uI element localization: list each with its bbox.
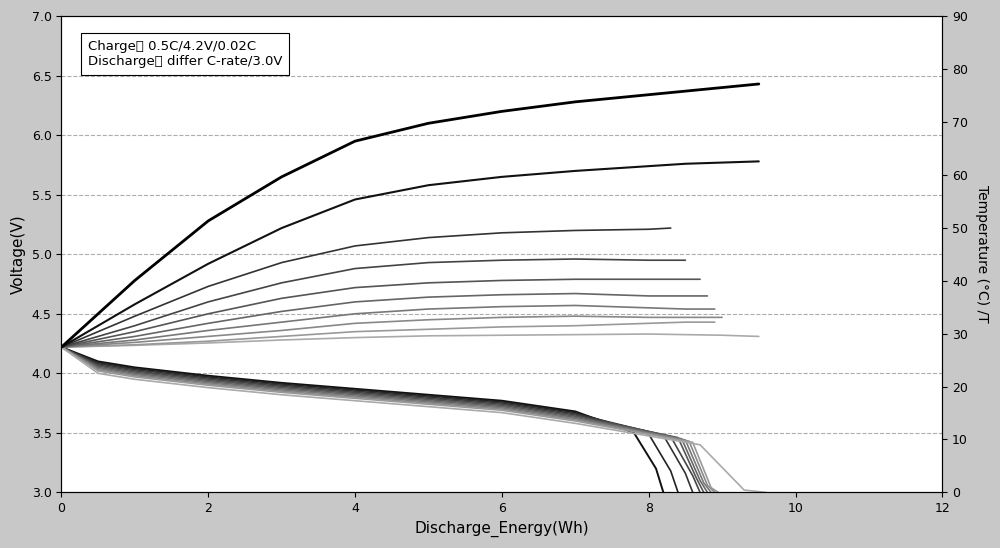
X-axis label: Discharge_Energy(Wh): Discharge_Energy(Wh) (415, 521, 589, 537)
Text: Charge： 0.5C/4.2V/0.02C
Discharge： differ C-rate/3.0V: Charge： 0.5C/4.2V/0.02C Discharge： diffe… (88, 40, 282, 68)
Y-axis label: Voltage(V): Voltage(V) (11, 214, 26, 294)
Y-axis label: Temperature (°C) /T: Temperature (°C) /T (975, 185, 989, 323)
